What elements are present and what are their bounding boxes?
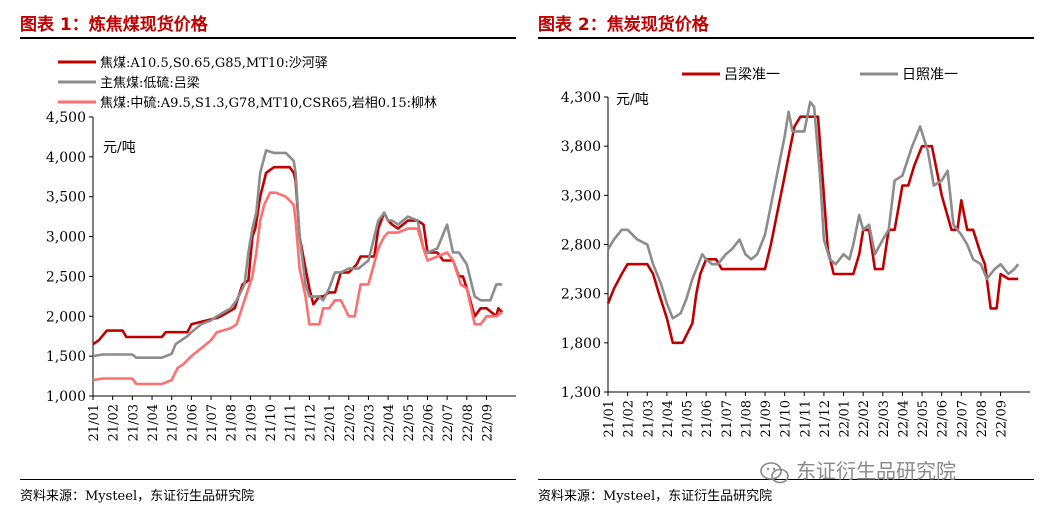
y-tick-label: 1,800 bbox=[561, 336, 601, 352]
x-tick-label: 21/02 bbox=[622, 400, 637, 437]
watermark-text: 东证衍生品研究院 bbox=[796, 459, 956, 483]
x-tick-label: 21/03 bbox=[641, 400, 656, 437]
source-note: 资料来源：Mysteel，东证衍生品研究院 bbox=[20, 489, 255, 504]
x-tick-label: 22/05 bbox=[402, 404, 417, 441]
x-tick-label: 22/06 bbox=[421, 404, 436, 441]
x-tick-label: 21/01 bbox=[602, 400, 617, 437]
x-tick-label: 21/12 bbox=[818, 400, 833, 437]
watermark: 东证衍生品研究院 bbox=[760, 455, 956, 484]
x-tick-label: 21/07 bbox=[205, 404, 220, 441]
x-tick-label: 22/05 bbox=[916, 400, 931, 437]
x-tick-label: 21/09 bbox=[759, 400, 774, 437]
y-tick-label: 2,300 bbox=[561, 287, 601, 303]
x-tick-label: 21/10 bbox=[779, 400, 794, 437]
source-note: 资料来源：Mysteel，东证衍生品研究院 bbox=[538, 489, 773, 504]
x-tick-label: 21/11 bbox=[798, 400, 813, 437]
y-tick-label: 4,500 bbox=[46, 110, 86, 126]
series-line-3 bbox=[92, 191, 503, 386]
x-tick-label: 22/02 bbox=[857, 400, 872, 437]
x-tick-label: 21/05 bbox=[166, 404, 181, 441]
x-tick-label: 22/07 bbox=[441, 404, 456, 441]
x-tick-label: 22/04 bbox=[896, 400, 911, 437]
x-tick-label: 21/10 bbox=[264, 404, 279, 441]
legend-label: 主焦煤:低硫:吕梁 bbox=[100, 76, 200, 91]
series-line-1 bbox=[92, 165, 504, 346]
y-tick-label: 2,000 bbox=[46, 309, 86, 325]
title-rule bbox=[20, 37, 516, 39]
y-tick-label: 2,800 bbox=[561, 238, 601, 254]
y-tick-label: 3,000 bbox=[46, 230, 86, 246]
x-tick-label: 22/08 bbox=[461, 404, 476, 441]
series-line-1 bbox=[606, 115, 1019, 345]
x-tick-label: 21/04 bbox=[146, 404, 161, 441]
x-tick-label: 21/03 bbox=[126, 404, 141, 441]
x-tick-label: 22/09 bbox=[480, 404, 495, 441]
x-tick-label: 22/02 bbox=[343, 404, 358, 441]
x-tick-label: 21/09 bbox=[244, 404, 259, 441]
y-tick-label: 3,500 bbox=[46, 190, 86, 206]
x-tick-label: 22/08 bbox=[975, 400, 990, 437]
x-tick-label: 21/01 bbox=[87, 404, 102, 441]
x-tick-label: 22/01 bbox=[323, 404, 338, 441]
x-tick-label: 22/01 bbox=[838, 400, 853, 437]
y-tick-label: 2,500 bbox=[46, 269, 86, 285]
legend-label: 焦煤:A10.5,S0.65,G85,MT10:沙河驿 bbox=[100, 56, 328, 71]
x-tick-label: 21/08 bbox=[739, 400, 754, 437]
y-tick-label: 3,800 bbox=[561, 139, 601, 155]
series-line-2 bbox=[606, 100, 1020, 320]
x-tick-label: 22/09 bbox=[995, 400, 1010, 437]
unit-label: 元/吨 bbox=[103, 140, 136, 156]
x-tick-label: 21/06 bbox=[700, 400, 715, 437]
y-tick-label: 1,000 bbox=[46, 389, 86, 405]
y-tick-label: 1,300 bbox=[561, 385, 601, 401]
series-line-2 bbox=[92, 149, 503, 360]
panel-title: 图表 1：炼焦煤现货价格 bbox=[20, 15, 208, 35]
x-tick-label: 21/11 bbox=[284, 404, 299, 441]
x-tick-label: 21/12 bbox=[303, 404, 318, 441]
y-tick-label: 4,000 bbox=[46, 150, 86, 166]
x-tick-label: 21/04 bbox=[661, 400, 676, 437]
source-rule bbox=[20, 479, 516, 480]
title-rule bbox=[538, 37, 1034, 39]
x-tick-label: 21/08 bbox=[225, 404, 240, 441]
legend-label: 吕梁准一 bbox=[724, 67, 780, 83]
x-tick-label: 22/07 bbox=[955, 400, 970, 437]
x-tick-label: 21/07 bbox=[720, 400, 735, 437]
x-tick-label: 22/03 bbox=[877, 400, 892, 437]
panel-title: 图表 2：焦炭现货价格 bbox=[538, 15, 709, 35]
x-tick-label: 21/05 bbox=[681, 400, 696, 437]
x-tick-label: 22/04 bbox=[382, 404, 397, 441]
legend-label: 日照准一 bbox=[902, 67, 958, 83]
x-tick-label: 22/03 bbox=[362, 404, 377, 441]
x-tick-label: 22/06 bbox=[936, 400, 951, 437]
x-tick-label: 21/06 bbox=[185, 404, 200, 441]
wechat-icon bbox=[760, 461, 789, 483]
unit-label: 元/吨 bbox=[616, 92, 649, 108]
y-tick-label: 4,300 bbox=[561, 90, 601, 106]
x-tick-label: 21/02 bbox=[107, 404, 122, 441]
y-tick-label: 1,500 bbox=[46, 349, 86, 365]
y-tick-label: 3,300 bbox=[561, 188, 601, 204]
legend-label: 焦煤:中硫:A9.5,S1.3,G78,MT10,CSR65,岩相0.15:柳林 bbox=[100, 96, 437, 111]
